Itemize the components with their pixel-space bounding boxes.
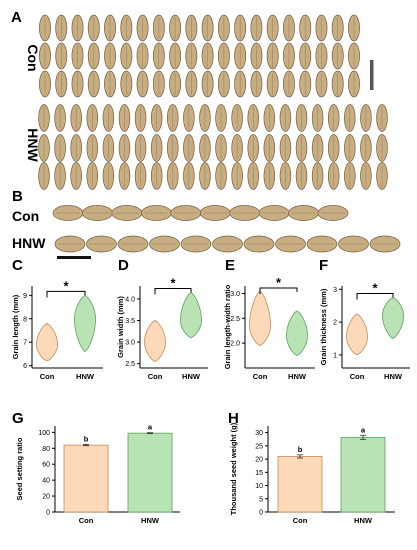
y-tick-label: 100	[38, 430, 50, 437]
y-tick-label: 3.0	[230, 291, 240, 298]
y-tick-label: 0	[259, 510, 263, 517]
bar-hnw	[127, 432, 173, 513]
x-tick-label: Con	[293, 516, 308, 525]
y-tick-label: 4.0	[125, 296, 135, 303]
y-tick-label: 10	[255, 483, 263, 490]
y-tick-label: 20	[255, 457, 263, 464]
significance-bracket	[154, 287, 192, 295]
x-tick-label: HNW	[354, 516, 373, 525]
y-tick-label: 2	[333, 320, 337, 327]
y-tick-label: 8	[23, 316, 27, 323]
x-tick-label: HNW	[182, 372, 201, 381]
x-tick-label: HNW	[76, 372, 95, 381]
scale-bar-horizontal	[57, 256, 91, 259]
x-tick-label: HNW	[384, 372, 403, 381]
bar-hnw	[340, 436, 386, 513]
y-tick-label: 3.0	[125, 340, 135, 347]
y-tick-label: 2.5	[230, 316, 240, 323]
violin-hnw	[286, 310, 308, 357]
panel-letter: C	[12, 257, 23, 274]
significance-bracket	[356, 292, 394, 300]
x-tick-label: Con	[148, 372, 163, 381]
y-tick-label: 15	[255, 470, 263, 477]
significance-bracket	[46, 290, 86, 298]
bar-con	[277, 456, 323, 513]
violin-hnw	[74, 294, 96, 353]
y-tick-label: 25	[255, 443, 263, 450]
y-tick-label: 5	[259, 496, 263, 503]
panel-b-label-hnw: HNW	[12, 235, 46, 251]
significance-star: *	[63, 278, 69, 293]
x-tick-label: HNW	[288, 372, 307, 381]
significance-letter: a	[148, 423, 153, 432]
violin-con	[249, 290, 271, 347]
scale-bar-vertical	[370, 60, 374, 90]
panel-letter: E	[225, 257, 235, 274]
chart-panel-g: G 0 20 40 60 80 100 Seed setting ratio Con HNW b a	[12, 410, 180, 525]
chart-panel-h: H 0 5 10 15 20 25 30 Thousand seed weight (g) Con…	[228, 410, 395, 525]
significance-star: *	[372, 280, 378, 295]
y-tick-label: 80	[42, 446, 50, 453]
y-axis-label: Grain length-width ratio	[223, 284, 232, 369]
significance-bracket	[259, 287, 298, 294]
x-tick-label: Con	[79, 516, 94, 525]
y-tick-label: 0	[46, 510, 50, 517]
y-tick-label: 2.0	[230, 341, 240, 348]
y-tick-label: 7	[23, 340, 27, 347]
y-tick-label: 2.5	[125, 361, 135, 368]
y-axis-label: Seed setting ratio	[15, 437, 24, 500]
panel-b-label-con: Con	[12, 208, 39, 224]
panel-a-label-hnw: HNW	[25, 128, 41, 162]
y-axis-label: Grain width (mm)	[116, 296, 125, 358]
violin-con	[144, 320, 166, 363]
y-tick-label: 3.5	[125, 318, 135, 325]
y-tick-label: 9	[23, 293, 27, 300]
significance-star: *	[276, 275, 282, 290]
x-tick-label: Con	[350, 372, 365, 381]
panel-letter: D	[118, 257, 129, 274]
y-tick-label: 1	[333, 352, 337, 359]
significance-star: *	[170, 275, 176, 290]
x-tick-label: Con	[40, 372, 55, 381]
panel-a: A Con HNW	[11, 9, 388, 190]
seed-photo-a	[38, 14, 388, 190]
significance-letter: a	[361, 425, 366, 434]
y-axis-label: Grain length (mm)	[11, 294, 20, 359]
violin-con	[36, 323, 58, 362]
x-tick-label: HNW	[141, 516, 160, 525]
y-tick-label: 40	[42, 478, 50, 485]
y-tick-label: 20	[42, 494, 50, 501]
panel-letter: F	[319, 257, 328, 274]
y-tick-label: 6	[23, 363, 27, 370]
y-axis-label: Grain thickness (mm)	[319, 288, 328, 365]
chart-panel-f: F 1 2 3 Grain thickness (mm) Con HNW *	[319, 257, 410, 381]
x-tick-label: Con	[253, 372, 268, 381]
panel-a-label-con: Con	[25, 44, 41, 71]
seed-photo-b	[52, 205, 401, 253]
bar-con	[63, 444, 109, 513]
y-tick-label: 3	[333, 287, 337, 294]
violin-hnw	[180, 291, 202, 339]
significance-letter: b	[298, 445, 303, 454]
y-tick-label: 60	[42, 462, 50, 469]
panel-b-letter: B	[12, 188, 23, 205]
panel-letter: H	[228, 410, 239, 427]
significance-letter: b	[84, 434, 89, 443]
violin-con	[346, 313, 368, 356]
y-axis-label: Thousand seed weight (g)	[229, 422, 238, 515]
panel-a-letter: A	[11, 9, 22, 26]
violin-hnw	[382, 297, 404, 339]
y-tick-label: 30	[255, 430, 263, 437]
panel-b: B Con HNW	[12, 188, 401, 259]
panel-letter: G	[12, 410, 24, 427]
